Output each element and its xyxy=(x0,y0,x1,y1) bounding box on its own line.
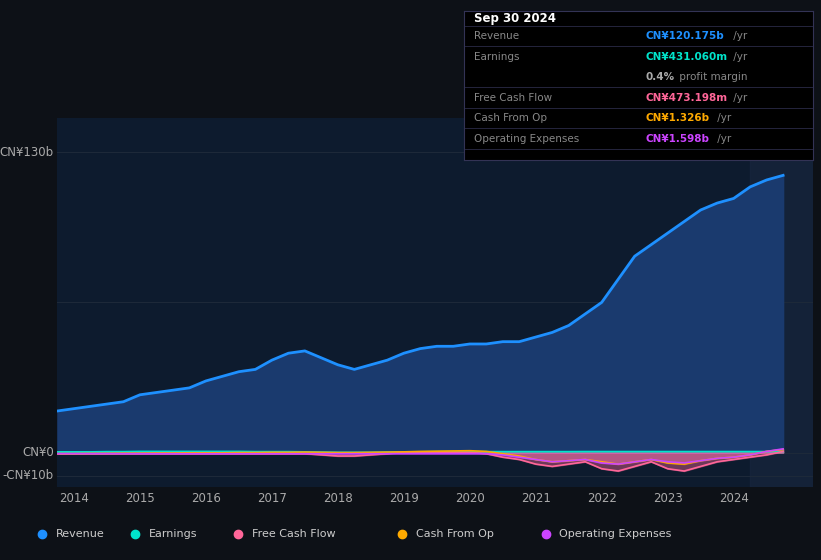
Text: 0.4%: 0.4% xyxy=(645,72,674,82)
Text: Revenue: Revenue xyxy=(56,529,104,539)
Bar xyxy=(750,118,816,487)
Text: Earnings: Earnings xyxy=(475,52,520,62)
Text: CN¥1.598b: CN¥1.598b xyxy=(645,134,709,144)
Text: CN¥473.198m: CN¥473.198m xyxy=(645,93,727,103)
Text: CN¥0: CN¥0 xyxy=(22,446,53,459)
Text: Operating Expenses: Operating Expenses xyxy=(475,134,580,144)
Text: profit margin: profit margin xyxy=(676,72,747,82)
Text: Cash From Op: Cash From Op xyxy=(416,529,493,539)
Text: /yr: /yr xyxy=(730,52,747,62)
Text: /yr: /yr xyxy=(730,31,747,41)
Text: Cash From Op: Cash From Op xyxy=(475,113,548,123)
Text: CN¥431.060m: CN¥431.060m xyxy=(645,52,727,62)
Text: CN¥1.326b: CN¥1.326b xyxy=(645,113,709,123)
Text: Sep 30 2024: Sep 30 2024 xyxy=(475,12,557,25)
Text: CN¥120.175b: CN¥120.175b xyxy=(645,31,724,41)
Text: Free Cash Flow: Free Cash Flow xyxy=(252,529,336,539)
Text: CN¥130b: CN¥130b xyxy=(0,146,53,158)
Text: Free Cash Flow: Free Cash Flow xyxy=(475,93,553,103)
Text: -CN¥10b: -CN¥10b xyxy=(2,469,53,482)
Text: /yr: /yr xyxy=(714,134,732,144)
Text: Revenue: Revenue xyxy=(475,31,520,41)
Text: /yr: /yr xyxy=(730,93,747,103)
Text: /yr: /yr xyxy=(714,113,732,123)
Text: Earnings: Earnings xyxy=(149,529,197,539)
Text: Operating Expenses: Operating Expenses xyxy=(559,529,672,539)
